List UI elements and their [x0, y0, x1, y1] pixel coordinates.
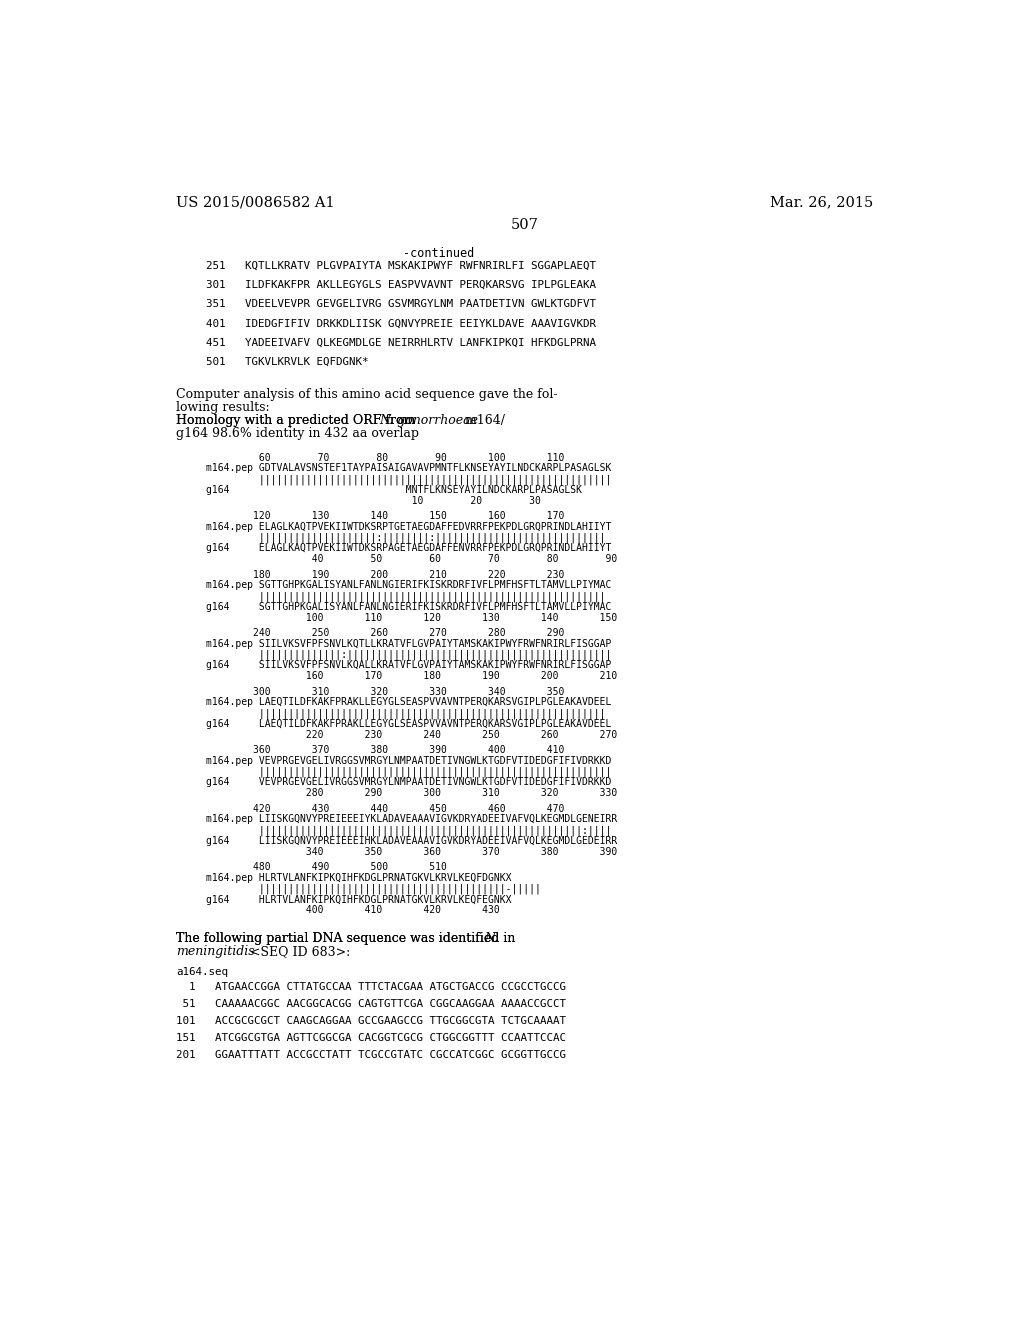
Text: 401   IDEDGFIFIV DRKKDLIISK GQNVYPREIE EEIYKLDAVE AAAVIGVKDR: 401 IDEDGFIFIV DRKKDLIISK GQNVYPREIE EEI… [206, 318, 596, 329]
Text: 51   CAAAAACGGC AACGGCACGG CAGTGTTCGA CGGCAAGGAA AAAACCGCCT: 51 CAAAAACGGC AACGGCACGG CAGTGTTCGA CGGC… [176, 999, 566, 1010]
Text: 100       110       120       130       140       150: 100 110 120 130 140 150 [206, 612, 616, 623]
Text: 251   KQTLLKRATV PLGVPAIYTA MSKAKIPWYF RWFNRIRLFI SGGAPLAEQT: 251 KQTLLKRATV PLGVPAIYTA MSKAKIPWYF RWF… [206, 261, 596, 271]
Text: 360       370       380       390       400       410: 360 370 380 390 400 410 [206, 744, 564, 755]
Text: US 2015/0086582 A1: US 2015/0086582 A1 [176, 195, 335, 210]
Text: m164.pep ELAGLKAQTPVEKIIWTDKSRPTGETAEGDAFFEDVRRFPEKPDLGRQPRINDLAHIIYT: m164.pep ELAGLKAQTPVEKIIWTDKSRPTGETAEGDA… [206, 521, 611, 532]
Text: m164/: m164/ [461, 414, 505, 428]
Text: m164.pep SGTTGHPKGALISYANLFANLNGIERIFKISKRDRFIVFLPMFHSFTLTAMVLLPIYMAC: m164.pep SGTTGHPKGALISYANLFANLNGIERIFKIS… [206, 581, 611, 590]
Text: Homology with a predicted ORF from: Homology with a predicted ORF from [176, 414, 419, 428]
Text: g164 98.6% identity in 432 aa overlap: g164 98.6% identity in 432 aa overlap [176, 428, 419, 440]
Text: -continued: -continued [403, 247, 474, 260]
Text: g164                              MNTFLKNSEYAYILNDCKARPLPASAGLSK: g164 MNTFLKNSEYAYILNDCKARPLPASAGLSK [206, 484, 582, 495]
Text: The following partial DNA sequence was identified in: The following partial DNA sequence was i… [176, 932, 519, 945]
Text: Mar. 26, 2015: Mar. 26, 2015 [770, 195, 873, 210]
Text: 151   ATCGGCGTGA AGTTCGGCGA CACGGTCGCG CTGGCGGTTT CCAATTCCAC: 151 ATCGGCGTGA AGTTCGGCGA CACGGTCGCG CTG… [176, 1034, 566, 1043]
Text: 220       230       240       250       260       270: 220 230 240 250 260 270 [206, 730, 616, 739]
Text: <SEQ ID 683>:: <SEQ ID 683>: [246, 945, 350, 958]
Text: ||||||||||||||||||||||||||||||||||||||||||-|||||: ||||||||||||||||||||||||||||||||||||||||… [206, 884, 541, 894]
Text: 280       290       300       310       320       330: 280 290 300 310 320 330 [206, 788, 616, 799]
Text: |||||||||||||||||||||||||||||||||||||||||||||||||||||||||||: ||||||||||||||||||||||||||||||||||||||||… [206, 708, 605, 718]
Text: m164.pep LAEQTILDFKAKFPRAKLLEGYGLSEASPVVAVNTPERQKARSVGIPLPGLEAKAVDEEL: m164.pep LAEQTILDFKAKFPRAKLLEGYGLSEASPVV… [206, 697, 611, 708]
Text: 101   ACCGCGCGCT CAAGCAGGAA GCCGAAGCCG TTGCGGCGTA TCTGCAAAAT: 101 ACCGCGCGCT CAAGCAGGAA GCCGAAGCCG TTG… [176, 1016, 566, 1026]
Text: ||||||||||||||||||||:||||||||:|||||||||||||||||||||||||||||: ||||||||||||||||||||:||||||||:||||||||||… [206, 533, 605, 543]
Text: meningitidis: meningitidis [176, 945, 255, 958]
Text: m164.pep SIILVKSVFPFSNVLKQTLLKRATVFLGVPAIYTAMSKAKIPWYFRWFNRIRLFISGGAP: m164.pep SIILVKSVFPFSNVLKQTLLKRATVFLGVPA… [206, 639, 611, 649]
Text: 507: 507 [511, 218, 539, 232]
Text: N.: N. [484, 932, 499, 945]
Text: Computer analysis of this amino acid sequence gave the fol-: Computer analysis of this amino acid seq… [176, 388, 557, 401]
Text: 400       410       420       430: 400 410 420 430 [206, 906, 500, 915]
Text: N. gonorrhoeae: N. gonorrhoeae [380, 414, 478, 428]
Text: 240       250       260       270       280       290: 240 250 260 270 280 290 [206, 628, 564, 638]
Text: 160       170       180       190       200       210: 160 170 180 190 200 210 [206, 671, 616, 681]
Text: The following partial DNA sequence was identified in: The following partial DNA sequence was i… [176, 932, 519, 945]
Text: 60        70        80        90       100       110: 60 70 80 90 100 110 [206, 453, 564, 462]
Text: g164     HLRTVLANFKIPKQIHFKDGLPRNATGKVLKRVLKEQFEGNKX: g164 HLRTVLANFKIPKQIHFKDGLPRNATGKVLKRVLK… [206, 895, 511, 904]
Text: |||||||||||||||||||||||||||||||||||||||||||||||||||||||:||||: ||||||||||||||||||||||||||||||||||||||||… [206, 825, 611, 836]
Text: m164.pep HLRTVLANFKIPKQIHFKDGLPRNATGKVLKRVLKEQFDGNKX: m164.pep HLRTVLANFKIPKQIHFKDGLPRNATGKVLK… [206, 873, 511, 883]
Text: g164     VEVPRGEVGELIVRGGSVMRGYLNMPAATDETIVNGWLKTGDFVTIDEDGFIFIVDRKKD: g164 VEVPRGEVGELIVRGGSVMRGYLNMPAATDETIVN… [206, 777, 611, 788]
Text: ||||||||||||||:|||||||||||||||||||||||||||||||||||||||||||||: ||||||||||||||:|||||||||||||||||||||||||… [206, 649, 611, 660]
Text: 180       190       200       210       220       230: 180 190 200 210 220 230 [206, 570, 564, 579]
Text: 501   TGKVLKRVLK EQFDGNK*: 501 TGKVLKRVLK EQFDGNK* [206, 358, 368, 367]
Text: g164     LAEQTILDFKAKFPRAKLLEGYGLSEASPVVAVNTPERQKARSVGIPLPGLEAKAVDEEL: g164 LAEQTILDFKAKFPRAKLLEGYGLSEASPVVAVNT… [206, 719, 611, 729]
Text: 480       490       500       510: 480 490 500 510 [206, 862, 446, 873]
Text: g164     SGTTGHPKGALISYANLFANLNGIERIFKISKRDRFIVFLPMFHSFTLTAMVLLPIYMAC: g164 SGTTGHPKGALISYANLFANLNGIERIFKISKRDR… [206, 602, 611, 612]
Text: 1   ATGAACCGGA CTTATGCCAA TTTCTACGAA ATGCTGACCG CCGCCTGCCG: 1 ATGAACCGGA CTTATGCCAA TTTCTACGAA ATGCT… [176, 982, 566, 993]
Text: a164.seq: a164.seq [176, 966, 228, 977]
Text: 300       310       320       330       340       350: 300 310 320 330 340 350 [206, 686, 564, 697]
Text: ||||||||||||||||||||||||||||||||||||||||||||||||||||||||||||: ||||||||||||||||||||||||||||||||||||||||… [206, 767, 611, 777]
Text: g164     LIISKGQNVYPREIEEEIHKLADAVEAAAVIGVKDRYADEEIVAFVQLKEGMDLGEDEIRR: g164 LIISKGQNVYPREIEEEIHKLADAVEAAAVIGVKD… [206, 836, 616, 846]
Text: lowing results:: lowing results: [176, 401, 269, 414]
Text: 10        20        30: 10 20 30 [206, 496, 541, 506]
Text: 420       430       440       450       460       470: 420 430 440 450 460 470 [206, 804, 564, 813]
Text: 351   VDEELVEVPR GEVGELIVRG GSVMRGYLNM PAATDETIVN GWLKTGDFVT: 351 VDEELVEVPR GEVGELIVRG GSVMRGYLNM PAA… [206, 300, 596, 309]
Text: m164.pep VEVPRGEVGELIVRGGSVMRGYLNMPAATDETIVNGWLKTGDFVTIDEDGFIFIVDRKKD: m164.pep VEVPRGEVGELIVRGGSVMRGYLNMPAATDE… [206, 756, 611, 766]
Text: 120       130       140       150       160       170: 120 130 140 150 160 170 [206, 511, 564, 521]
Text: 40        50        60        70        80        90: 40 50 60 70 80 90 [206, 554, 616, 564]
Text: ||||||||||||||||||||||||||||||||||||||||||||||||||||||||||||: ||||||||||||||||||||||||||||||||||||||||… [206, 474, 611, 484]
Text: g164     ELAGLKAQTPVEKIIWTDKSRPAGETAEGDAFFENVRRFPEKPDLGRQPRINDLAHIIYT: g164 ELAGLKAQTPVEKIIWTDKSRPAGETAEGDAFFEN… [206, 544, 611, 553]
Text: 340       350       360       370       380       390: 340 350 360 370 380 390 [206, 847, 616, 857]
Text: 201   GGAATTTATT ACCGCCTATT TCGCCGTATC CGCCATCGGC GCGGTTGCCG: 201 GGAATTTATT ACCGCCTATT TCGCCGTATC CGC… [176, 1051, 566, 1060]
Text: m164.pep GDTVALAVSNSTEF1TAYPAISAIGAVAVPMNTFLKNSEYAYILNDCKARPLPASAGLSK: m164.pep GDTVALAVSNSTEF1TAYPAISAIGAVAVPM… [206, 463, 611, 474]
Text: Homology with a predicted ORF from: Homology with a predicted ORF from [176, 414, 419, 428]
Text: 301   ILDFKAKFPR AKLLEGYGLS EASPVVAVNT PERQKARSVG IPLPGLEAKA: 301 ILDFKAKFPR AKLLEGYGLS EASPVVAVNT PER… [206, 280, 596, 290]
Text: m164.pep LIISKGQNVYPREIEEEIYKLADAVEAAAVIGVKDRYADEEIVAFVQLKEGMDLGENEIRR: m164.pep LIISKGQNVYPREIEEEIYKLADAVEAAAVI… [206, 814, 616, 825]
Text: |||||||||||||||||||||||||||||||||||||||||||||||||||||||||||: ||||||||||||||||||||||||||||||||||||||||… [206, 591, 605, 602]
Text: 451   YADEEIVAFV QLKEGMDLGE NEIRRHLRTV LANFKIPKQI HFKDGLPRNA: 451 YADEEIVAFV QLKEGMDLGE NEIRRHLRTV LAN… [206, 338, 596, 347]
Text: g164     SIILVKSVFPFSNVLKQALLKRATVFLGVPAIYTAMSKAKIPWYFRWFNRIRLFISGGAP: g164 SIILVKSVFPFSNVLKQALLKRATVFLGVPAIYTA… [206, 660, 611, 671]
